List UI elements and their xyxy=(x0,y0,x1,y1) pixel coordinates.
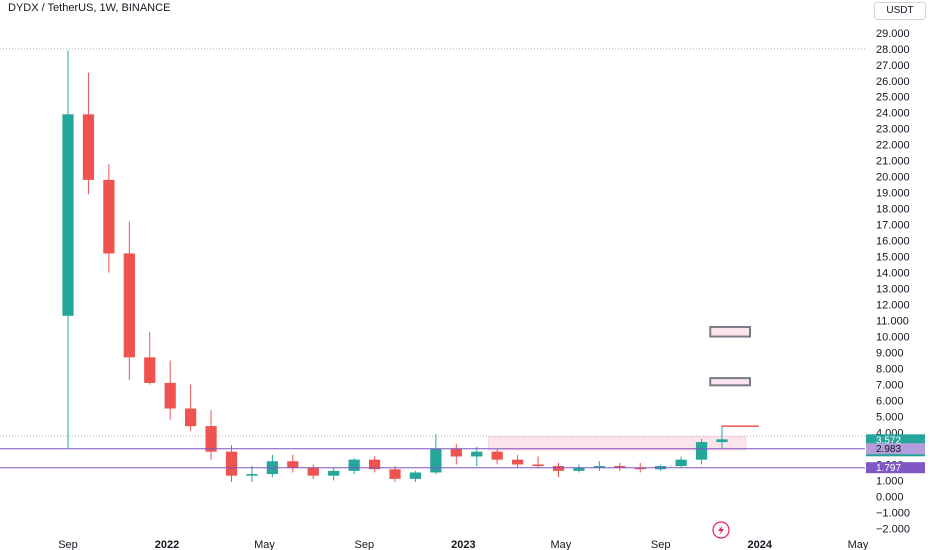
candle-body xyxy=(716,439,728,443)
candle-body xyxy=(471,451,483,457)
candle-body xyxy=(103,179,115,254)
chart-title: DYDX / TetherUS, 1W, BINANCE xyxy=(8,2,171,14)
candle-body xyxy=(614,466,626,468)
candle-body xyxy=(552,466,565,471)
price-badge xyxy=(866,443,925,455)
candle-body xyxy=(532,464,544,467)
currency-selector[interactable]: USDT xyxy=(874,2,926,20)
candle-body xyxy=(185,408,197,427)
y-tick-label: −2.000 xyxy=(876,523,910,535)
y-tick-label: 6.000 xyxy=(876,396,904,408)
candles-layer xyxy=(62,50,728,483)
y-tick-label: 9.000 xyxy=(876,348,904,360)
candle-body xyxy=(348,459,360,471)
grid-layer xyxy=(0,48,865,437)
candle-body xyxy=(246,474,258,476)
y-tick-label: 8.000 xyxy=(876,364,904,376)
target-box xyxy=(709,325,752,338)
y-tick-label: 1.000 xyxy=(876,475,904,487)
x-tick-label: Sep xyxy=(355,539,375,550)
candle-body xyxy=(593,466,605,468)
y-tick-label: −1.000 xyxy=(876,507,910,519)
price-badge-value: 2.983 xyxy=(876,444,901,455)
y-tick-label: 20.000 xyxy=(876,172,910,184)
resistance-zone xyxy=(488,436,747,451)
y-tick-label: 7.000 xyxy=(876,380,904,392)
candle-body xyxy=(368,459,381,470)
candle-body xyxy=(512,459,524,465)
candle-body xyxy=(573,467,585,471)
y-tick-label: 23.000 xyxy=(876,124,910,136)
candle-body xyxy=(491,451,503,460)
y-tick-label: 27.000 xyxy=(876,60,910,72)
y-tick-label: 18.000 xyxy=(876,204,910,216)
candle-body xyxy=(62,114,74,316)
candle-body xyxy=(450,448,462,457)
x-tick-label: May xyxy=(848,539,869,550)
x-tick-label: Sep xyxy=(651,539,671,550)
x-tick-label: Sep xyxy=(58,539,78,550)
price-badge-value: 3.572 xyxy=(876,435,901,446)
y-tick-label: 29.000 xyxy=(876,28,910,40)
candle-body xyxy=(389,469,401,479)
y-tick-label: 24.000 xyxy=(876,108,910,120)
candle-body xyxy=(287,461,299,468)
zone-layer xyxy=(488,325,752,451)
y-tick-label: 5.000 xyxy=(876,411,904,423)
price-badge-value: 1.797 xyxy=(876,463,901,474)
candle-body xyxy=(82,114,95,180)
y-tick-label: 25.000 xyxy=(876,92,910,104)
candle-body xyxy=(409,472,422,479)
target-box xyxy=(709,377,752,387)
y-tick-label: 19.000 xyxy=(876,188,910,200)
price-badge xyxy=(866,462,925,474)
y-tick-label: 15.000 xyxy=(876,252,910,264)
y-tick-label: 14.000 xyxy=(876,268,910,280)
y-tick-label: 10.000 xyxy=(876,332,910,344)
x-tick-label: 2024 xyxy=(748,539,773,550)
candle-body xyxy=(307,467,319,476)
candle-body xyxy=(675,459,687,467)
x-tick-label: May xyxy=(254,539,275,550)
candle-body xyxy=(144,357,156,383)
y-tick-label: 26.000 xyxy=(876,76,910,88)
x-tick-label: May xyxy=(550,539,571,550)
candle-body xyxy=(164,382,176,409)
y-tick-label: 0.000 xyxy=(876,491,904,503)
candle-body xyxy=(328,470,340,476)
y-tick-label: 13.000 xyxy=(876,284,910,296)
candle-body xyxy=(430,448,442,473)
y-tick-label: 11.000 xyxy=(876,316,909,328)
lines-layer xyxy=(0,425,865,469)
x-axis: Sep 2022 May Sep 2023 May Sep 2024 May xyxy=(58,539,869,550)
y-tick-label: 16.000 xyxy=(876,236,910,248)
candle-body xyxy=(205,426,217,452)
candle-body xyxy=(123,253,135,358)
y-tick-label: 21.000 xyxy=(876,156,910,168)
candle-body xyxy=(634,467,646,470)
lightning-bolt-icon[interactable] xyxy=(712,521,730,539)
y-axis: −2.000−1.0000.0001.0002.0003.0004.0005.0… xyxy=(876,28,910,536)
y-tick-label: 22.000 xyxy=(876,140,910,152)
candle-body xyxy=(695,442,708,460)
y-tick-label: 28.000 xyxy=(876,44,910,56)
y-tick-label: 17.000 xyxy=(876,220,910,232)
x-tick-label: 2022 xyxy=(155,539,179,550)
y-tick-label: 12.000 xyxy=(876,300,910,312)
x-tick-label: 2023 xyxy=(451,539,475,550)
candle-body xyxy=(225,451,238,476)
